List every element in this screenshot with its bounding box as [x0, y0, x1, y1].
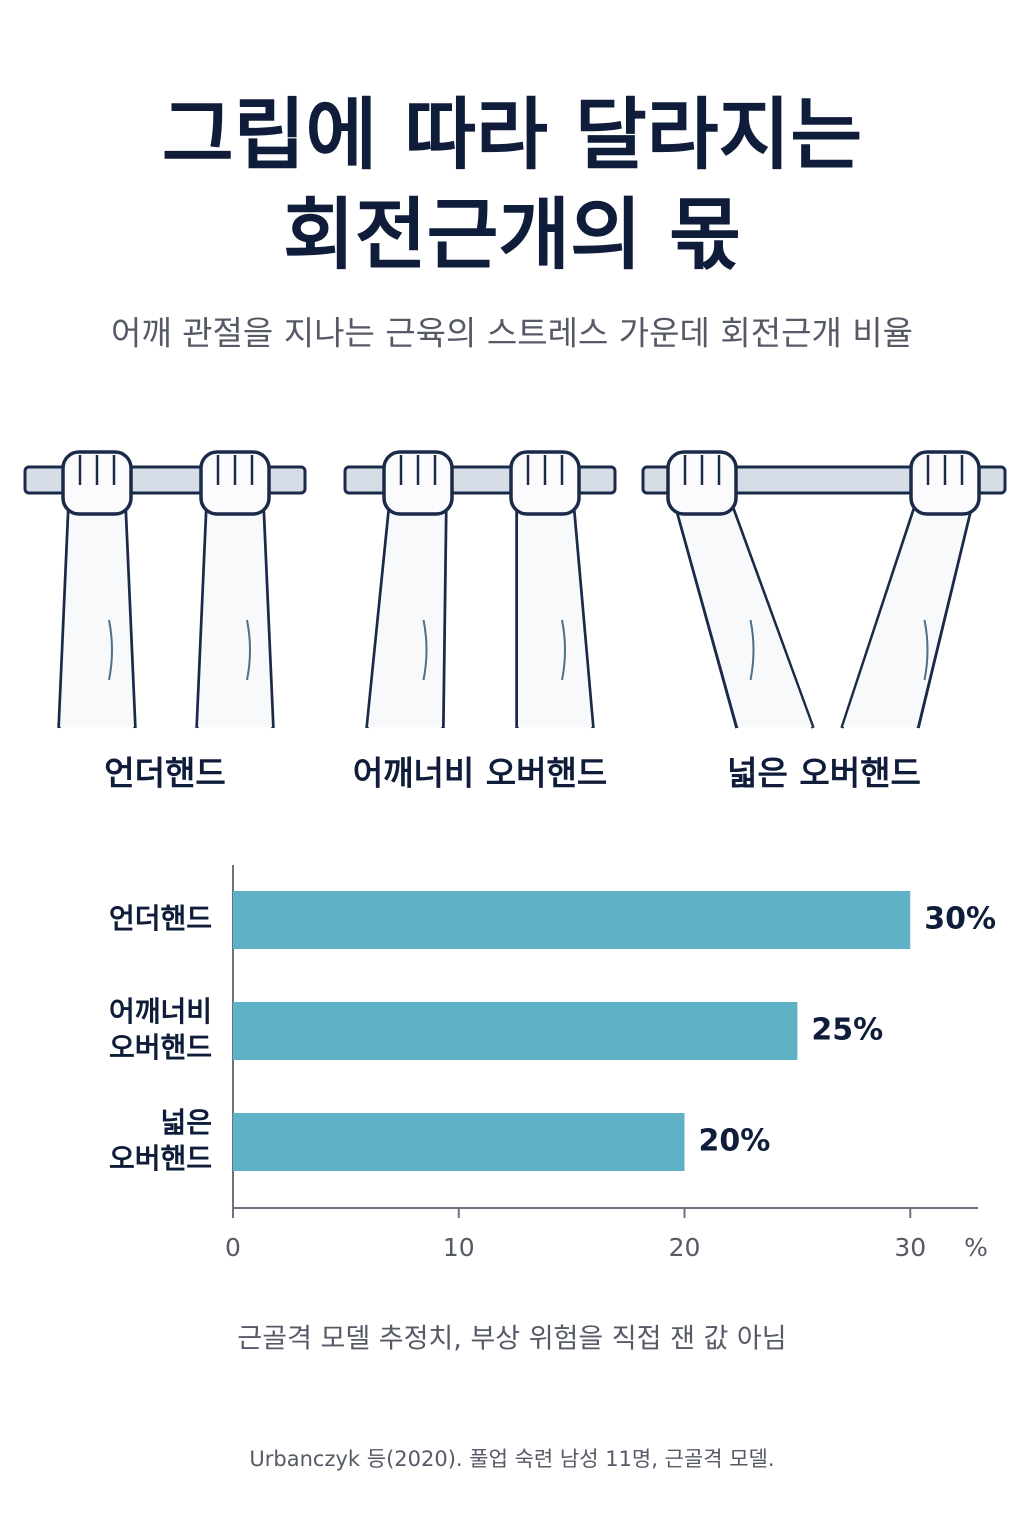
forearm-fill [675, 500, 812, 727]
muscle-line [749, 619, 755, 681]
grip-label: 넓은 오버핸드 [727, 754, 921, 793]
forearm [672, 499, 815, 729]
grip-illustrations: 언더핸드 어깨너비 오버핸드 넓은 오버핸드 [23, 450, 1007, 793]
y-tick-label: 언더핸드 [109, 902, 212, 935]
bar [233, 1002, 798, 1060]
value-label: 20% [699, 1124, 771, 1159]
x-axis-unit: % [964, 1233, 988, 1262]
muscle-line [561, 619, 566, 681]
forearm [840, 499, 975, 729]
forearm-fill [843, 500, 972, 727]
forearm-fill [198, 500, 272, 727]
grip-label: 어깨너비 오버핸드 [353, 754, 607, 793]
x-tick-label: 0 [225, 1233, 241, 1262]
forearm [515, 499, 595, 729]
forearm [365, 499, 448, 729]
x-tick-label: 30 [894, 1233, 926, 1262]
x-tick-label: 10 [443, 1233, 475, 1262]
title-line: 그립에 따라 달라지는 [162, 90, 862, 180]
y-tick-label: 어깨너비 오버핸드 [109, 995, 212, 1064]
y-tick-label: 넓은 오버핸드 [109, 1106, 212, 1175]
value-label: 25% [811, 1013, 883, 1048]
x-tick-label: 20 [669, 1233, 701, 1262]
subtitle: 어깨 관절을 지나는 근육의 스트레스 가운데 회전근개 비율 [111, 314, 913, 353]
title-line: 회전근개의 몫 [283, 190, 741, 280]
bar [233, 891, 911, 949]
muscle-line [246, 619, 251, 681]
muscle-line [923, 619, 929, 681]
muscle-line [108, 619, 113, 681]
grip-label: 언더핸드 [104, 754, 225, 793]
note: 근골격 모델 추정치, 부상 위험을 직접 잰 값 아님 [237, 1324, 786, 1355]
source: Urbanczyk 등(2020). 풀업 숙련 남성 11명, 근골격 모델. [249, 1447, 774, 1471]
value-label: 30% [924, 902, 996, 937]
forearm-fill [368, 500, 445, 727]
muscle-line [422, 619, 428, 681]
forearm [195, 499, 275, 729]
forearm-fill [518, 500, 592, 727]
forearm-fill [60, 500, 134, 727]
bar [233, 1113, 685, 1171]
forearm [57, 499, 137, 729]
